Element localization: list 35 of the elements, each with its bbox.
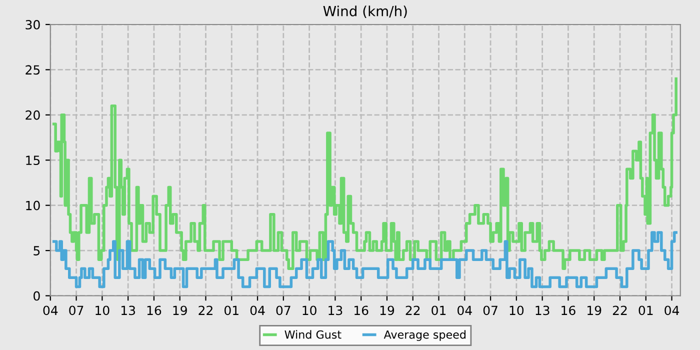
y-tick-label: 15 [26,156,40,166]
x-tick-label: 01 [638,306,653,316]
y-tick-label: 0 [34,291,40,301]
legend-label: Wind Gust [284,330,342,339]
y-tick-label: 25 [26,65,40,75]
x-tick-label: 13 [536,306,550,316]
y-tick-label: 20 [26,110,40,120]
y-tick-label: 5 [34,246,40,256]
x-tick-label: 10 [302,306,316,316]
x-tick-label: 16 [562,306,576,316]
x-tick-label: 07 [69,306,84,316]
x-tick-label: 04 [43,306,58,316]
x-tick-label: 16 [147,306,162,316]
x-tick-label: 10 [96,306,110,316]
x-tick-label: 22 [612,306,627,315]
x-tick-label: 16 [354,306,368,316]
y-tick-label: 10 [26,200,40,210]
x-tick-label: 19 [173,306,187,316]
x-tick-label: 07 [276,306,290,316]
legend-label: Average speed [384,330,466,341]
x-tick-label: 13 [328,306,342,316]
chart-title: Wind (km/h) [323,6,407,18]
x-tick-label: 19 [380,306,394,316]
x-tick-label: 22 [406,306,420,315]
x-tick-label: 22 [198,306,212,315]
x-tick-label: 01 [224,306,238,316]
y-tick-label: 30 [26,20,40,30]
x-tick-label: 13 [121,306,136,316]
x-tick-label: 07 [483,306,498,316]
x-tick-label: 10 [510,306,524,316]
x-tick-label: 04 [250,306,265,316]
x-tick-label: 04 [664,306,680,316]
x-tick-label: 04 [458,306,472,316]
x-tick-label: 01 [432,306,446,316]
x-tick-label: 19 [588,306,602,316]
